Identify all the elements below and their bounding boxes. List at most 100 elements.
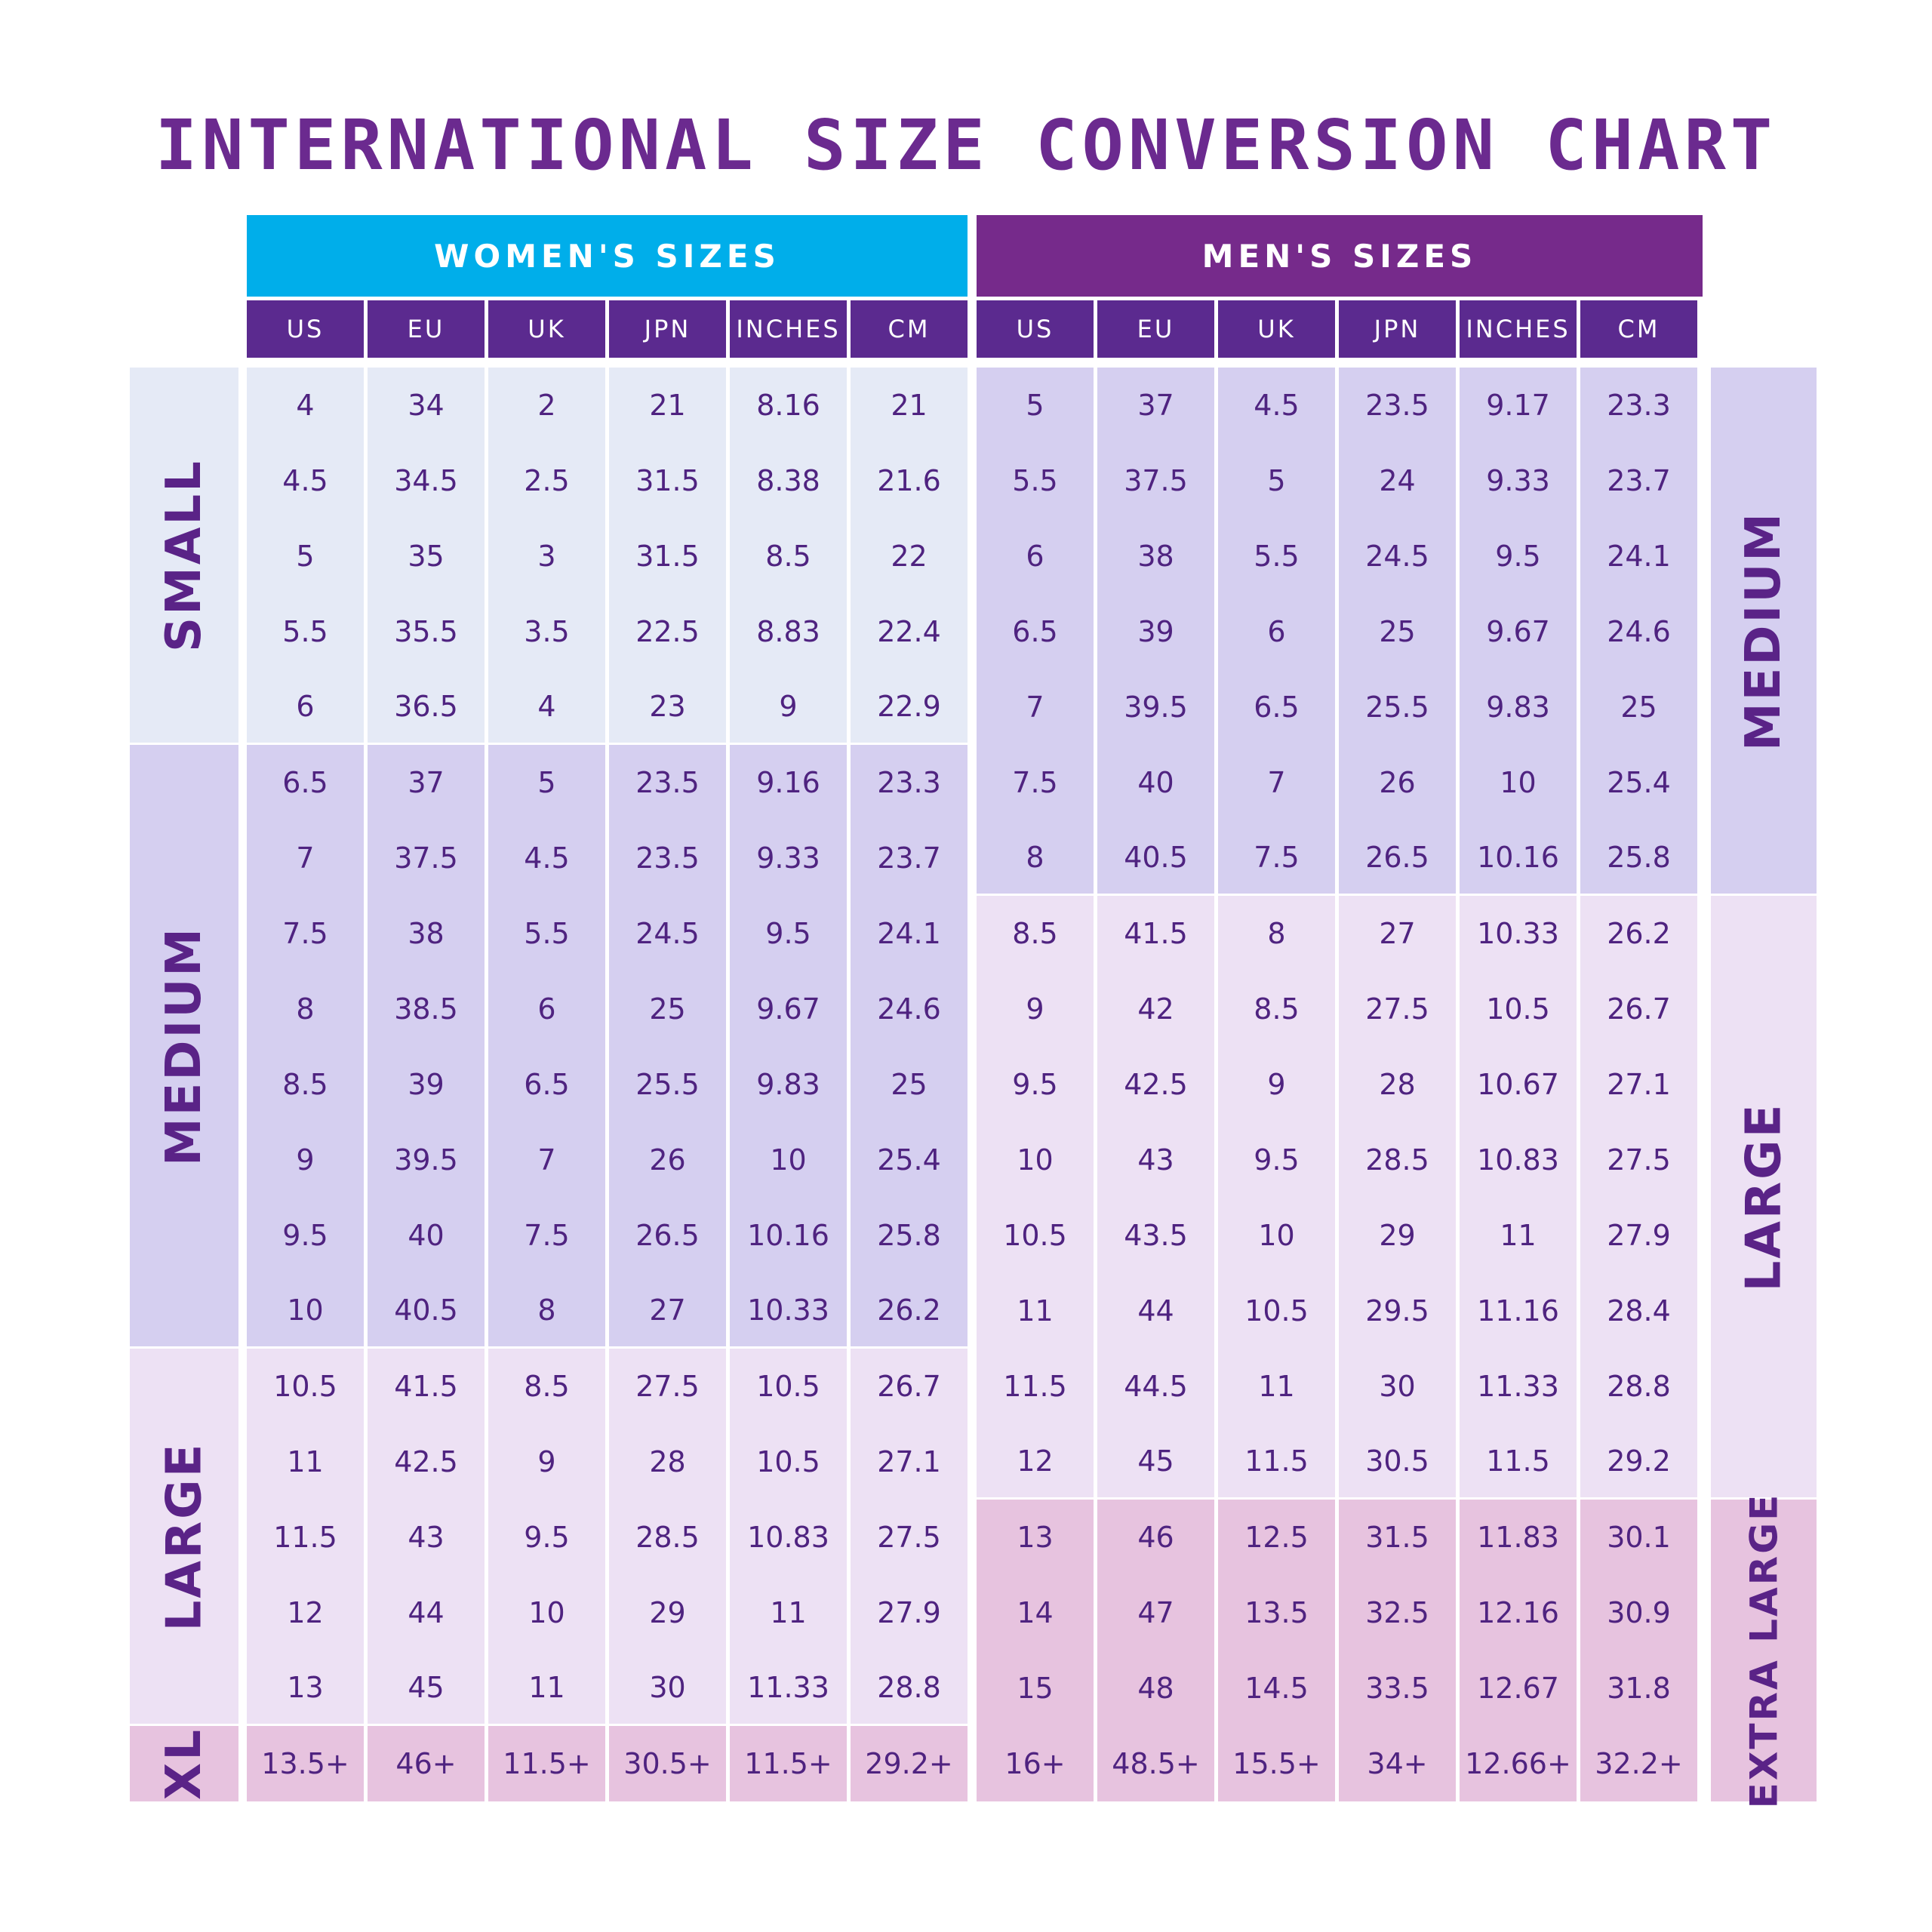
women-cell-jpn: 28	[609, 1424, 726, 1500]
women-cell-inches: 9.5	[730, 896, 847, 971]
women-cell-us: 5	[247, 518, 364, 594]
men-cell-uk: 5	[1218, 443, 1335, 518]
women-cell-eu: 35	[368, 518, 485, 594]
men-cell-us: 13	[977, 1500, 1094, 1575]
men-cell-us: 5	[977, 368, 1094, 443]
men-cell-cm: 23.7	[1580, 443, 1697, 518]
men-cell-cm: 28.8	[1580, 1349, 1697, 1424]
women-cell-us: 10	[247, 1273, 364, 1346]
women-cell-us: 9.5	[247, 1198, 364, 1273]
men-cell-eu: 42	[1097, 971, 1214, 1047]
women-cell-jpn: 21	[609, 368, 726, 443]
men-cell-inches: 11	[1460, 1198, 1577, 1273]
men-column-header-eu: EU	[1097, 300, 1214, 358]
women-cell-eu: 39.5	[368, 1122, 485, 1198]
women-cell-jpn: 31.5	[609, 518, 726, 594]
women-cell-uk: 4.5	[488, 820, 605, 896]
men-cell-us: 6.5	[977, 594, 1094, 669]
men-cell-uk: 6	[1218, 594, 1335, 669]
women-cell-eu: 34.5	[368, 443, 485, 518]
women-cell-inches: 10.5	[730, 1424, 847, 1500]
men-cell-cm: 26.7	[1580, 971, 1697, 1047]
men-cell-jpn: 30	[1339, 1349, 1456, 1424]
women-cell-us: 7.5	[247, 896, 364, 971]
women-cell-uk: 9.5	[488, 1500, 605, 1575]
men-cell-jpn: 25.5	[1339, 669, 1456, 745]
men-cell-jpn: 33.5	[1339, 1651, 1456, 1726]
men-cell-inches: 10	[1460, 745, 1577, 820]
men-cell-us: 6	[977, 518, 1094, 594]
men-cell-eu: 44.5	[1097, 1349, 1214, 1424]
men-cell-uk: 10	[1218, 1198, 1335, 1273]
chart-title: INTERNATIONAL SIZE CONVERSION CHART	[155, 105, 1777, 186]
men-cell-us: 12	[977, 1424, 1094, 1497]
men-cell-uk: 9	[1218, 1047, 1335, 1122]
men-cell-eu: 47	[1097, 1575, 1214, 1651]
men-cell-cm: 30.1	[1580, 1500, 1697, 1575]
women-cell-cm: 26.7	[851, 1349, 968, 1424]
women-cell-us: 4.5	[247, 443, 364, 518]
women-cell-eu: 40	[368, 1198, 485, 1273]
men-cell-jpn: 29.5	[1339, 1273, 1456, 1349]
women-cell-cm: 25.8	[851, 1198, 968, 1273]
men-cell-cm: 28.4	[1580, 1273, 1697, 1349]
men-column-header-cm: CM	[1580, 300, 1697, 358]
men-cell-cm: 31.8	[1580, 1651, 1697, 1726]
women-cell-cm: 25	[851, 1047, 968, 1122]
men-cell-eu: 37.5	[1097, 443, 1214, 518]
women-cell-cm: 27.5	[851, 1500, 968, 1575]
women-cell-us: 11	[247, 1424, 364, 1500]
women-cell-inches: 10.16	[730, 1198, 847, 1273]
men-cell-eu: 43	[1097, 1122, 1214, 1198]
men-band-large: LARGE	[1711, 896, 1817, 1497]
women-cell-uk: 7	[488, 1122, 605, 1198]
men-cell-uk: 10.5	[1218, 1273, 1335, 1349]
men-cell-us: 7.5	[977, 745, 1094, 820]
men-cell-uk: 7.5	[1218, 820, 1335, 894]
men-cell-inches: 9.83	[1460, 669, 1577, 745]
women-cell-us: 9	[247, 1122, 364, 1198]
women-column-header-jpn: JPN	[609, 300, 726, 358]
women-cell-eu: 45	[368, 1651, 485, 1724]
women-cell-us: 8.5	[247, 1047, 364, 1122]
women-cell-jpn: 24.5	[609, 896, 726, 971]
women-cell-eu: 42.5	[368, 1424, 485, 1500]
men-cell-eu: 37	[1097, 368, 1214, 443]
men-cell-us: 14	[977, 1575, 1094, 1651]
men-cell-jpn: 34+	[1339, 1726, 1456, 1801]
women-cell-inches: 8.83	[730, 594, 847, 669]
women-cell-jpn: 22.5	[609, 594, 726, 669]
women-cell-jpn: 23.5	[609, 745, 726, 820]
women-cell-inches: 10.5	[730, 1349, 847, 1424]
men-cell-eu: 38	[1097, 518, 1214, 594]
women-band-xl: XL	[130, 1726, 238, 1801]
women-band-large: LARGE	[130, 1349, 238, 1724]
women-cell-uk: 8	[488, 1273, 605, 1346]
men-cell-jpn: 31.5	[1339, 1500, 1456, 1575]
women-column-header-cm: CM	[851, 300, 968, 358]
women-cell-uk: 2	[488, 368, 605, 443]
women-cell-inches: 8.16	[730, 368, 847, 443]
men-cell-inches: 9.17	[1460, 368, 1577, 443]
women-cell-uk: 5.5	[488, 896, 605, 971]
men-cell-uk: 4.5	[1218, 368, 1335, 443]
women-cell-jpn: 26.5	[609, 1198, 726, 1273]
men-cell-jpn: 26	[1339, 745, 1456, 820]
women-cell-us: 4	[247, 368, 364, 443]
women-cell-jpn: 23.5	[609, 820, 726, 896]
men-cell-cm: 25	[1580, 669, 1697, 745]
men-band-medium: MEDIUM	[1711, 368, 1817, 894]
men-column-header-uk: UK	[1218, 300, 1335, 358]
women-cell-inches: 10	[730, 1122, 847, 1198]
women-cell-uk: 3	[488, 518, 605, 594]
men-cell-jpn: 26.5	[1339, 820, 1456, 894]
men-cell-cm: 24.6	[1580, 594, 1697, 669]
women-cell-jpn: 30.5+	[609, 1726, 726, 1801]
men-cell-inches: 12.67	[1460, 1651, 1577, 1726]
men-cell-jpn: 30.5	[1339, 1424, 1456, 1497]
men-cell-us: 10.5	[977, 1198, 1094, 1273]
men-cell-inches: 10.83	[1460, 1122, 1577, 1198]
men-cell-eu: 44	[1097, 1273, 1214, 1349]
